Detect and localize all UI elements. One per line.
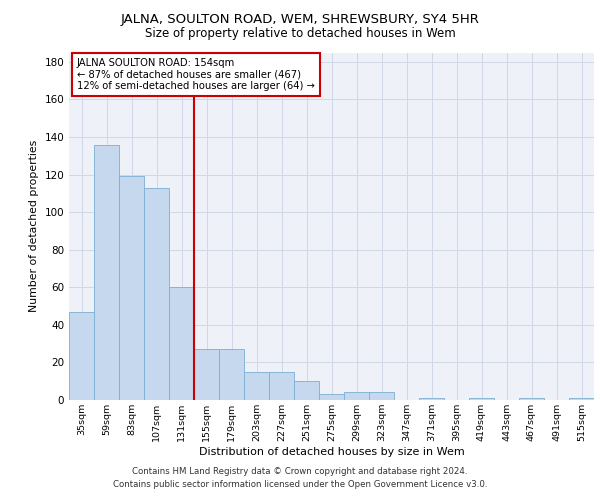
Bar <box>569 398 594 400</box>
Bar <box>194 350 219 400</box>
Bar <box>119 176 144 400</box>
Bar <box>169 288 194 400</box>
Y-axis label: Number of detached properties: Number of detached properties <box>29 140 39 312</box>
Bar <box>69 312 94 400</box>
Text: JALNA SOULTON ROAD: 154sqm
← 87% of detached houses are smaller (467)
12% of sem: JALNA SOULTON ROAD: 154sqm ← 87% of deta… <box>77 58 315 91</box>
Bar <box>294 381 319 400</box>
Bar <box>94 144 119 400</box>
Bar <box>369 392 394 400</box>
Bar <box>519 398 544 400</box>
Text: Contains HM Land Registry data © Crown copyright and database right 2024.
Contai: Contains HM Land Registry data © Crown c… <box>113 468 487 489</box>
Bar <box>344 392 369 400</box>
X-axis label: Distribution of detached houses by size in Wem: Distribution of detached houses by size … <box>199 447 464 457</box>
Bar <box>144 188 169 400</box>
Bar <box>319 394 344 400</box>
Bar <box>219 350 244 400</box>
Text: Size of property relative to detached houses in Wem: Size of property relative to detached ho… <box>145 28 455 40</box>
Bar <box>244 372 269 400</box>
Bar <box>269 372 294 400</box>
Bar <box>419 398 444 400</box>
Text: JALNA, SOULTON ROAD, WEM, SHREWSBURY, SY4 5HR: JALNA, SOULTON ROAD, WEM, SHREWSBURY, SY… <box>121 12 479 26</box>
Bar <box>469 398 494 400</box>
